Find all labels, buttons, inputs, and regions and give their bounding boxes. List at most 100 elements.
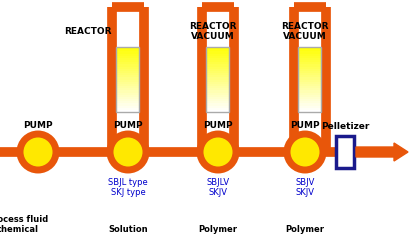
- Bar: [298, 62, 321, 64]
- Bar: [298, 51, 321, 53]
- Text: PUMP: PUMP: [290, 121, 319, 130]
- Bar: [206, 49, 229, 51]
- Bar: [116, 47, 139, 112]
- Bar: [116, 77, 139, 80]
- Bar: [206, 60, 229, 62]
- Bar: [206, 47, 229, 112]
- Bar: [206, 109, 229, 112]
- Bar: [116, 79, 139, 82]
- Text: REACTOR
VACUUM: REACTOR VACUUM: [281, 22, 328, 41]
- Bar: [298, 53, 321, 56]
- Bar: [116, 109, 139, 112]
- Bar: [116, 94, 139, 97]
- Bar: [206, 55, 229, 58]
- Bar: [116, 51, 139, 53]
- Bar: [298, 60, 321, 62]
- Bar: [298, 92, 321, 95]
- Bar: [298, 73, 321, 75]
- Bar: [298, 96, 321, 99]
- Bar: [206, 105, 229, 108]
- Bar: [116, 85, 139, 88]
- Bar: [206, 75, 229, 77]
- Bar: [116, 70, 139, 73]
- Bar: [206, 94, 229, 97]
- Bar: [298, 94, 321, 97]
- FancyArrow shape: [355, 143, 407, 161]
- Bar: [116, 101, 139, 103]
- Text: SBJLV
SKJV: SBJLV SKJV: [206, 178, 229, 197]
- Bar: [116, 96, 139, 99]
- Circle shape: [110, 134, 146, 170]
- Bar: [116, 46, 139, 49]
- Bar: [116, 88, 139, 90]
- Text: REACTOR: REACTOR: [64, 27, 112, 36]
- Bar: [206, 83, 229, 86]
- Bar: [116, 83, 139, 86]
- Bar: [116, 49, 139, 51]
- Bar: [298, 101, 321, 103]
- Bar: [206, 73, 229, 75]
- Text: Polymer: Polymer: [285, 225, 324, 234]
- Bar: [298, 75, 321, 77]
- Bar: [298, 90, 321, 92]
- Bar: [298, 57, 321, 60]
- Bar: [206, 103, 229, 106]
- Bar: [206, 57, 229, 60]
- Bar: [298, 83, 321, 86]
- Bar: [116, 105, 139, 108]
- Bar: [116, 64, 139, 67]
- Bar: [298, 98, 321, 101]
- Bar: [206, 68, 229, 71]
- Bar: [116, 53, 139, 56]
- Bar: [206, 92, 229, 95]
- Bar: [298, 47, 321, 112]
- Bar: [206, 66, 229, 69]
- Bar: [298, 77, 321, 80]
- Bar: [206, 88, 229, 90]
- Bar: [206, 96, 229, 99]
- Bar: [116, 103, 139, 106]
- Bar: [298, 103, 321, 106]
- Bar: [298, 107, 321, 110]
- Bar: [116, 98, 139, 101]
- Bar: [206, 46, 229, 49]
- Bar: [206, 101, 229, 103]
- Text: PUMP: PUMP: [203, 121, 232, 130]
- Bar: [206, 64, 229, 67]
- Bar: [206, 79, 229, 82]
- Bar: [206, 98, 229, 101]
- Bar: [206, 81, 229, 84]
- Circle shape: [20, 134, 56, 170]
- Bar: [116, 92, 139, 95]
- Bar: [206, 85, 229, 88]
- Bar: [206, 53, 229, 56]
- Text: Process fluid
chemical: Process fluid chemical: [0, 215, 49, 234]
- Bar: [298, 88, 321, 90]
- Circle shape: [200, 134, 236, 170]
- Text: PUMP: PUMP: [23, 121, 53, 130]
- Bar: [298, 68, 321, 71]
- Circle shape: [286, 134, 322, 170]
- Bar: [298, 55, 321, 58]
- Text: Pelletizer: Pelletizer: [320, 122, 368, 131]
- Bar: [298, 85, 321, 88]
- Bar: [206, 70, 229, 73]
- Bar: [116, 81, 139, 84]
- Bar: [116, 66, 139, 69]
- Bar: [116, 62, 139, 64]
- Bar: [298, 105, 321, 108]
- Text: Polymer: Polymer: [198, 225, 237, 234]
- Bar: [116, 55, 139, 58]
- Bar: [116, 73, 139, 75]
- Bar: [116, 57, 139, 60]
- Bar: [116, 90, 139, 92]
- Text: SBJV
SKJV: SBJV SKJV: [294, 178, 314, 197]
- Bar: [206, 77, 229, 80]
- Bar: [116, 107, 139, 110]
- Bar: [298, 70, 321, 73]
- Bar: [298, 49, 321, 51]
- Bar: [298, 66, 321, 69]
- Bar: [206, 51, 229, 53]
- Bar: [298, 64, 321, 67]
- Text: Solution: Solution: [108, 225, 148, 234]
